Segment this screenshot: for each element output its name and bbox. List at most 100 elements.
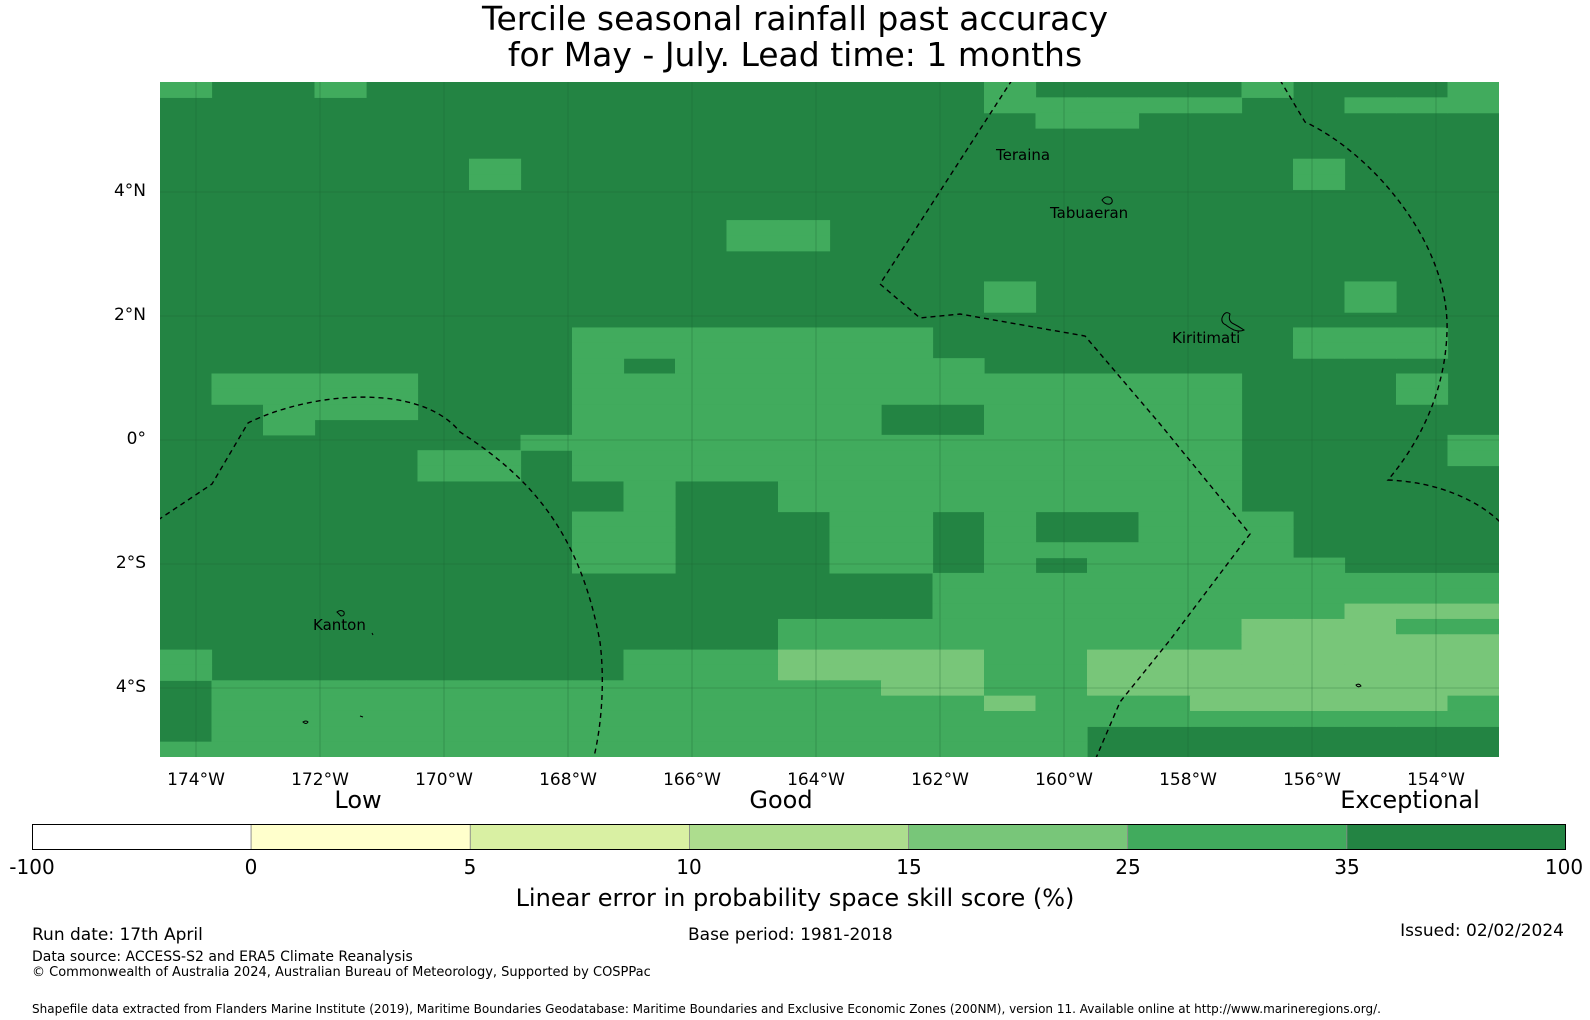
map-cell (1241, 588, 1294, 605)
map-cell (572, 741, 625, 757)
map-cell (1241, 664, 1294, 681)
map-cell (1138, 496, 1191, 513)
map-cell (675, 404, 728, 421)
map-cell (881, 450, 934, 467)
map-cell (1087, 419, 1140, 436)
map-cell (881, 741, 934, 757)
map-cell (881, 526, 934, 543)
map-cell (1396, 388, 1449, 405)
map-cell (1241, 695, 1294, 712)
map-cell (984, 741, 1037, 757)
map-cell (1293, 327, 1346, 344)
map-cell (1447, 588, 1499, 605)
map-cell (726, 434, 779, 451)
map-cell (1396, 342, 1449, 359)
map-cell (829, 327, 882, 344)
map-cell (932, 434, 985, 451)
map-cell (1396, 695, 1449, 712)
map-cell (675, 741, 728, 757)
map-cell (1087, 450, 1140, 467)
map-cell (1293, 572, 1346, 589)
map-cell (314, 695, 367, 712)
map-cell (1087, 112, 1140, 129)
place-label-tabuaeran: Tabuaeran (1049, 204, 1128, 222)
map-cell (1293, 618, 1346, 635)
data-source: Data source: ACCESS-S2 and ERA5 Climate … (32, 949, 413, 965)
map-cell (572, 695, 625, 712)
map-cell (263, 710, 316, 727)
map-cell (881, 480, 934, 497)
lon-label-172w: 172°W (291, 770, 349, 790)
map-cell (1190, 664, 1243, 681)
map-cell (726, 465, 779, 482)
map-cell (829, 710, 882, 727)
map-cell (1447, 664, 1499, 681)
map-cell (932, 480, 985, 497)
map-cell (1447, 97, 1499, 114)
colorbar-tick: 5 (463, 855, 477, 879)
map-cell (984, 710, 1037, 727)
island-outlines (302, 196, 1362, 724)
map-cell (417, 726, 470, 743)
map-cells (160, 82, 1499, 757)
map-cell (520, 710, 573, 727)
map-cell (881, 434, 934, 451)
map-cell (1190, 496, 1243, 513)
map-cell (1138, 588, 1191, 605)
map-cell (572, 404, 625, 421)
map-cell (623, 710, 676, 727)
map-cell (1293, 649, 1346, 666)
map-cell (675, 649, 728, 666)
map-cell (623, 373, 676, 390)
map-cell (1138, 634, 1191, 651)
map-cell (1447, 710, 1499, 727)
map-cell (366, 373, 419, 390)
map-cell (520, 695, 573, 712)
map-cell (829, 434, 882, 451)
map-cell (726, 373, 779, 390)
place-label-kanton: Kanton (313, 616, 366, 634)
map-cell (1035, 480, 1088, 497)
map-cell (932, 603, 985, 620)
map-cell (1138, 526, 1191, 543)
map-cell (881, 327, 934, 344)
colorbar-tick: 35 (1334, 855, 1360, 879)
map-cell (1087, 542, 1140, 559)
map-cell (314, 82, 367, 98)
colorbar-segment (689, 824, 909, 850)
map-cell (675, 388, 728, 405)
eez-boundary-phoenix (160, 396, 603, 757)
map-cell (778, 419, 831, 436)
map-cell (469, 158, 522, 175)
map-cell (984, 496, 1037, 513)
map-cell (1190, 404, 1243, 421)
map-cell (1344, 342, 1397, 359)
map-cell (1447, 82, 1499, 98)
map-cell (469, 695, 522, 712)
islet-outline-2 (1355, 683, 1362, 688)
map-cell (1241, 511, 1294, 528)
map-cell (829, 649, 882, 666)
kanton-island-outline (336, 610, 345, 617)
map-cell (1138, 419, 1191, 436)
map-cell (1241, 710, 1294, 727)
map-cell (675, 450, 728, 467)
map-cell (263, 695, 316, 712)
map-cell (572, 450, 625, 467)
colorbar-segment (469, 824, 690, 850)
map-cell (417, 465, 470, 482)
map-cell (1087, 480, 1140, 497)
map-cell (1190, 572, 1243, 589)
lon-label-162w: 162°W (911, 770, 969, 790)
map-cell (726, 358, 779, 375)
map-cell (1138, 710, 1191, 727)
map-cell (932, 710, 985, 727)
map-cell (1293, 695, 1346, 712)
map-cell (778, 465, 831, 482)
map-cell (1190, 649, 1243, 666)
map-cell (1190, 465, 1243, 482)
map-cell (932, 634, 985, 651)
map-cell (1293, 174, 1346, 190)
map-cell (1396, 572, 1449, 589)
map-cell (932, 373, 985, 390)
